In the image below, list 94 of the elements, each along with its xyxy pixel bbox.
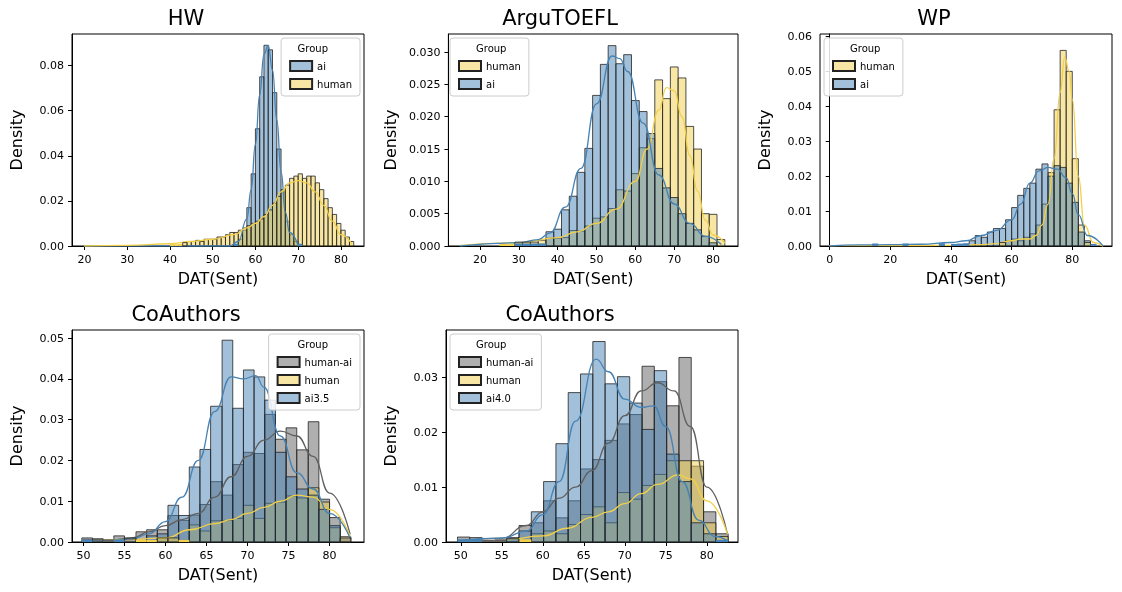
legend-label: human <box>486 60 521 72</box>
y-tick-label: 0.030 <box>408 45 441 59</box>
y-tick-label: 0.00 <box>39 535 64 549</box>
y-tick-label: 0.03 <box>413 370 438 384</box>
y-tick-label: 0.000 <box>408 239 441 253</box>
y-tick-label: 0.01 <box>413 480 438 494</box>
y-tick-label: 0.01 <box>787 204 812 218</box>
x-tick-label: 80 <box>699 549 714 562</box>
x-tick-label: 80 <box>322 549 337 562</box>
y-tick-label: 0.03 <box>39 413 64 427</box>
legend-title: Group <box>476 338 507 350</box>
legend-label: ai <box>317 60 327 72</box>
legend-label: ai <box>860 78 869 90</box>
x-tick-label: 20 <box>472 253 487 266</box>
y-tick-label: 0.03 <box>787 134 812 148</box>
x-tick-label: 75 <box>281 549 296 562</box>
legend-label: human <box>304 374 340 386</box>
x-tick-label: 70 <box>667 253 682 266</box>
x-tick-label: 80 <box>333 253 348 266</box>
x-tick-label: 50 <box>453 549 468 562</box>
y-tick-label: 0.02 <box>39 453 64 467</box>
y-tick-label: 0.00 <box>413 535 438 549</box>
y-tick-label: 0.04 <box>787 99 812 113</box>
x-tick-label: 70 <box>240 549 255 562</box>
x-tick-label: 75 <box>658 549 673 562</box>
legend-label: ai3.5 <box>304 392 330 404</box>
legend-label: human <box>317 78 353 90</box>
y-tick-label: 0.015 <box>408 142 441 156</box>
y-tick-label: 0.04 <box>39 372 64 386</box>
x-axis-title: DAT(Sent) <box>552 268 634 288</box>
legend-label: ai <box>486 78 495 90</box>
legend-title: Group <box>297 42 329 54</box>
y-tick-label: 0.020 <box>408 110 441 124</box>
x-tick-label: 20 <box>77 253 92 266</box>
x-axis-title: DAT(Sent) <box>177 564 259 584</box>
chart-title: HW <box>167 5 205 30</box>
x-tick-label: 70 <box>617 549 632 562</box>
chart-title: ArguTOEFL <box>502 5 619 30</box>
x-tick-label: 60 <box>1004 253 1019 266</box>
legend-label: human <box>860 60 895 72</box>
x-tick-label: 30 <box>120 253 135 266</box>
legend-label: human <box>486 374 521 386</box>
y-axis-title: Density <box>754 109 774 171</box>
y-tick-label: 0.05 <box>787 64 812 78</box>
y-axis-title: Density <box>380 405 400 467</box>
x-tick-label: 60 <box>535 549 550 562</box>
chart-title: CoAuthors <box>131 301 241 326</box>
y-tick-label: 0.06 <box>39 104 64 118</box>
x-tick-label: 0 <box>826 253 834 266</box>
y-axis-title: Density <box>380 109 400 171</box>
legend-label: ai4.0 <box>486 392 511 404</box>
y-tick-label: 0.01 <box>39 494 64 508</box>
x-tick-label: 40 <box>943 253 958 266</box>
y-tick-label: 0.06 <box>787 29 812 43</box>
legend-label: human-ai <box>304 356 353 368</box>
legend-label: human-ai <box>486 356 534 368</box>
x-tick-label: 60 <box>248 253 263 266</box>
x-tick-label: 55 <box>117 549 132 562</box>
y-tick-label: 0.00 <box>787 239 812 253</box>
y-tick-label: 0.025 <box>408 77 441 91</box>
y-tick-label: 0.08 <box>39 59 64 73</box>
x-tick-label: 65 <box>576 549 591 562</box>
x-tick-label: 55 <box>494 549 509 562</box>
x-tick-label: 65 <box>199 549 214 562</box>
y-axis-title: Density <box>6 405 26 467</box>
legend-title: Group <box>476 42 507 54</box>
y-tick-label: 0.05 <box>39 331 64 345</box>
x-tick-label: 50 <box>589 253 604 266</box>
legend-title: Group <box>297 338 329 350</box>
chart-title: WP <box>917 5 951 30</box>
x-axis-title: DAT(Sent) <box>925 268 1007 288</box>
y-tick-label: 0.010 <box>408 174 441 188</box>
x-tick-label: 80 <box>706 253 721 266</box>
y-axis-title: Density <box>6 109 26 171</box>
x-tick-label: 60 <box>158 549 173 562</box>
chart-title: CoAuthors <box>505 301 615 326</box>
x-tick-label: 70 <box>291 253 306 266</box>
x-tick-label: 40 <box>550 253 565 266</box>
y-tick-label: 0.02 <box>787 169 812 183</box>
x-tick-label: 50 <box>205 253 220 266</box>
y-tick-label: 0.00 <box>39 239 64 253</box>
x-tick-label: 20 <box>883 253 898 266</box>
x-axis-title: DAT(Sent) <box>177 268 259 288</box>
y-tick-label: 0.005 <box>408 207 441 221</box>
legend-title: Group <box>850 42 881 54</box>
x-tick-label: 40 <box>162 253 177 266</box>
y-tick-label: 0.04 <box>39 149 64 163</box>
x-tick-label: 50 <box>76 549 91 562</box>
x-tick-label: 30 <box>511 253 526 266</box>
x-axis-title: DAT(Sent) <box>551 564 633 584</box>
y-tick-label: 0.02 <box>413 425 438 439</box>
x-tick-label: 60 <box>628 253 643 266</box>
x-tick-label: 80 <box>1065 253 1080 266</box>
y-tick-label: 0.02 <box>39 194 64 208</box>
